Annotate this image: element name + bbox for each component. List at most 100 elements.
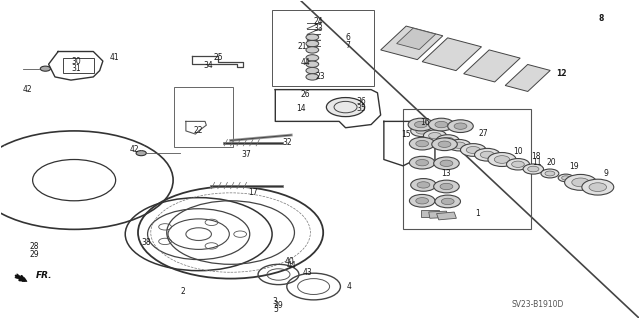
Circle shape [436,135,460,146]
Circle shape [411,179,436,191]
Text: 42: 42 [22,85,33,94]
Circle shape [582,179,614,195]
Circle shape [488,152,516,167]
Circle shape [448,120,473,132]
Circle shape [541,169,559,178]
Circle shape [474,148,500,161]
Text: 25: 25 [213,53,223,62]
Circle shape [424,130,447,141]
Text: 8: 8 [598,14,604,23]
Circle shape [438,141,451,147]
Text: 5: 5 [273,305,278,314]
Text: 44: 44 [287,261,297,271]
Bar [403,109,531,229]
Text: 41: 41 [109,53,119,62]
Circle shape [408,118,434,131]
Bar [421,210,439,217]
Text: FR.: FR. [36,271,52,280]
Circle shape [326,98,365,117]
Text: 19: 19 [570,162,579,171]
Text: 10: 10 [513,147,523,156]
Text: 39: 39 [274,301,284,310]
Text: 31: 31 [71,64,81,73]
Bar [174,87,233,147]
Circle shape [454,123,467,129]
Circle shape [40,66,51,71]
Circle shape [511,161,524,167]
Circle shape [589,183,607,191]
Circle shape [306,47,319,53]
Circle shape [494,156,509,163]
Text: 12: 12 [556,69,566,78]
Text: 26: 26 [301,90,310,99]
Bar [63,58,94,73]
Circle shape [523,164,543,174]
Circle shape [306,67,319,74]
Text: 9: 9 [604,169,609,178]
Circle shape [564,174,596,190]
Circle shape [411,125,434,137]
Text: 42: 42 [130,145,140,154]
Text: 20: 20 [547,158,556,167]
Circle shape [440,183,453,190]
Text: 22: 22 [194,126,204,135]
Circle shape [417,182,430,188]
Circle shape [453,142,465,148]
Bar [464,50,520,82]
Text: 34: 34 [204,61,213,70]
Text: 16: 16 [420,118,430,128]
Text: 36: 36 [356,97,366,106]
Circle shape [416,140,429,147]
Circle shape [410,137,435,150]
Circle shape [416,160,429,166]
Circle shape [434,157,460,170]
Text: 43: 43 [302,268,312,278]
Text: 14: 14 [296,104,306,113]
Text: 28: 28 [29,242,38,251]
Circle shape [136,151,147,156]
Circle shape [545,171,555,176]
Circle shape [442,137,454,144]
Circle shape [435,195,461,208]
Circle shape [306,41,319,47]
Text: 7: 7 [345,41,350,50]
Circle shape [461,144,486,156]
Circle shape [410,156,435,169]
Text: 29: 29 [29,250,38,259]
Text: 17: 17 [248,188,258,197]
Bar [436,212,456,220]
Circle shape [415,122,428,128]
Circle shape [558,174,573,182]
Bar [397,28,436,49]
Circle shape [432,138,458,151]
Bar [381,26,443,60]
Circle shape [572,178,589,187]
Text: 3: 3 [273,297,278,306]
Circle shape [480,151,494,158]
Bar [429,211,447,218]
Circle shape [306,55,319,61]
Circle shape [416,128,429,134]
Circle shape [429,118,454,131]
Text: 6: 6 [345,33,350,42]
Circle shape [306,61,319,67]
Text: 15: 15 [401,130,411,138]
Circle shape [467,146,480,153]
Text: 35: 35 [356,104,366,113]
Text: 30: 30 [71,56,81,65]
Circle shape [562,176,570,180]
Circle shape [306,34,319,41]
Text: 13: 13 [442,169,451,178]
Circle shape [429,132,441,139]
Text: 44: 44 [301,58,311,67]
Bar [422,38,481,70]
Text: 40: 40 [284,257,294,266]
Text: 11: 11 [532,158,542,167]
Text: 37: 37 [242,150,252,159]
Text: 27: 27 [478,129,488,138]
Circle shape [306,74,319,80]
Circle shape [506,159,529,170]
Text: SV23-B1910D: SV23-B1910D [511,300,564,309]
Circle shape [434,180,460,193]
Circle shape [416,197,429,204]
